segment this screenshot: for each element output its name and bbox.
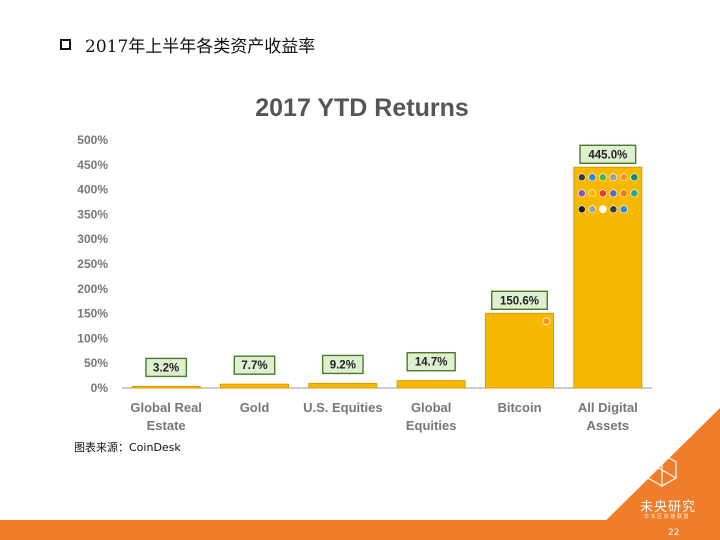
crypto-coin-icon xyxy=(619,205,628,214)
crypto-coin-icon xyxy=(609,205,618,214)
crypto-coin-icon xyxy=(588,189,597,198)
data-label-box xyxy=(579,144,637,164)
crypto-coin-icon xyxy=(619,189,628,198)
bar xyxy=(220,383,289,389)
source-note: 图表来源：CoinDesk xyxy=(74,441,181,454)
y-tick-label: 250% xyxy=(77,257,108,271)
chart-title: 2017 YTD Returns xyxy=(255,94,469,122)
data-label: 150.6% xyxy=(500,295,539,307)
crypto-coin-icon xyxy=(588,173,597,182)
data-label: 3.2% xyxy=(153,362,179,374)
data-label-box xyxy=(406,352,456,372)
crypto-coin-icon xyxy=(577,189,586,198)
bar xyxy=(131,385,201,389)
data-label: 7.7% xyxy=(241,360,267,372)
data-label-box xyxy=(233,355,276,375)
x-tick-label: All Digital xyxy=(578,400,638,415)
crypto-coin-icon xyxy=(598,173,607,182)
bar xyxy=(308,382,378,389)
data-label-box xyxy=(491,290,549,311)
crypto-coin-icon xyxy=(630,189,639,198)
y-tick-label: 300% xyxy=(77,232,108,246)
crypto-coin-icon xyxy=(598,205,607,214)
data-label-box xyxy=(321,354,364,375)
y-tick-label: 400% xyxy=(77,183,108,197)
data-label-box xyxy=(145,357,188,378)
x-tick-label: Bitcoin xyxy=(497,400,541,415)
data-label: 14.7% xyxy=(415,357,448,369)
bitcoin-coin-icon xyxy=(542,317,551,326)
y-tick-label: 50% xyxy=(84,356,108,370)
data-label: 445.0% xyxy=(588,149,627,161)
brand-name: 未央研究 xyxy=(640,500,697,515)
y-tick-label: 200% xyxy=(77,282,108,296)
crypto-coin-icon xyxy=(630,173,639,182)
crypto-coin-icon xyxy=(588,205,597,214)
y-tick-label: 350% xyxy=(77,207,108,221)
bar xyxy=(573,166,643,389)
x-tick-label: Global Real xyxy=(130,400,202,415)
x-tick-label: U.S. Equities xyxy=(303,400,382,415)
brand-tagline: 华 东 区 块 链 联 盟 xyxy=(644,514,689,520)
crypto-coin-icon xyxy=(609,189,618,198)
page-number: 22 xyxy=(668,528,680,538)
y-tick-label: 500% xyxy=(77,133,108,147)
x-tick-label: Equities xyxy=(406,418,457,433)
slide-title: 2017年上半年各类资产收益率 xyxy=(85,36,316,57)
bar xyxy=(396,380,466,389)
crypto-coin-icon xyxy=(577,205,586,214)
data-label: 9.2% xyxy=(330,359,356,371)
bar xyxy=(485,312,554,389)
y-tick-label: 150% xyxy=(77,307,108,321)
square-bullet-icon xyxy=(60,38,71,50)
crypto-coin-icon xyxy=(577,173,586,182)
x-tick-label: Global xyxy=(411,400,451,415)
slide-heading: 2017年上半年各类资产收益率 xyxy=(60,32,316,57)
y-tick-label: 100% xyxy=(77,331,108,345)
x-tick-label: Assets xyxy=(587,418,630,433)
y-tick-label: 0% xyxy=(91,381,109,395)
crypto-coin-icon xyxy=(598,189,607,198)
crypto-coin-icon xyxy=(619,173,628,182)
crypto-coin-icon xyxy=(609,173,618,182)
x-tick-label: Gold xyxy=(240,400,270,415)
y-tick-label: 450% xyxy=(77,158,108,172)
x-tick-label: Estate xyxy=(147,418,186,433)
